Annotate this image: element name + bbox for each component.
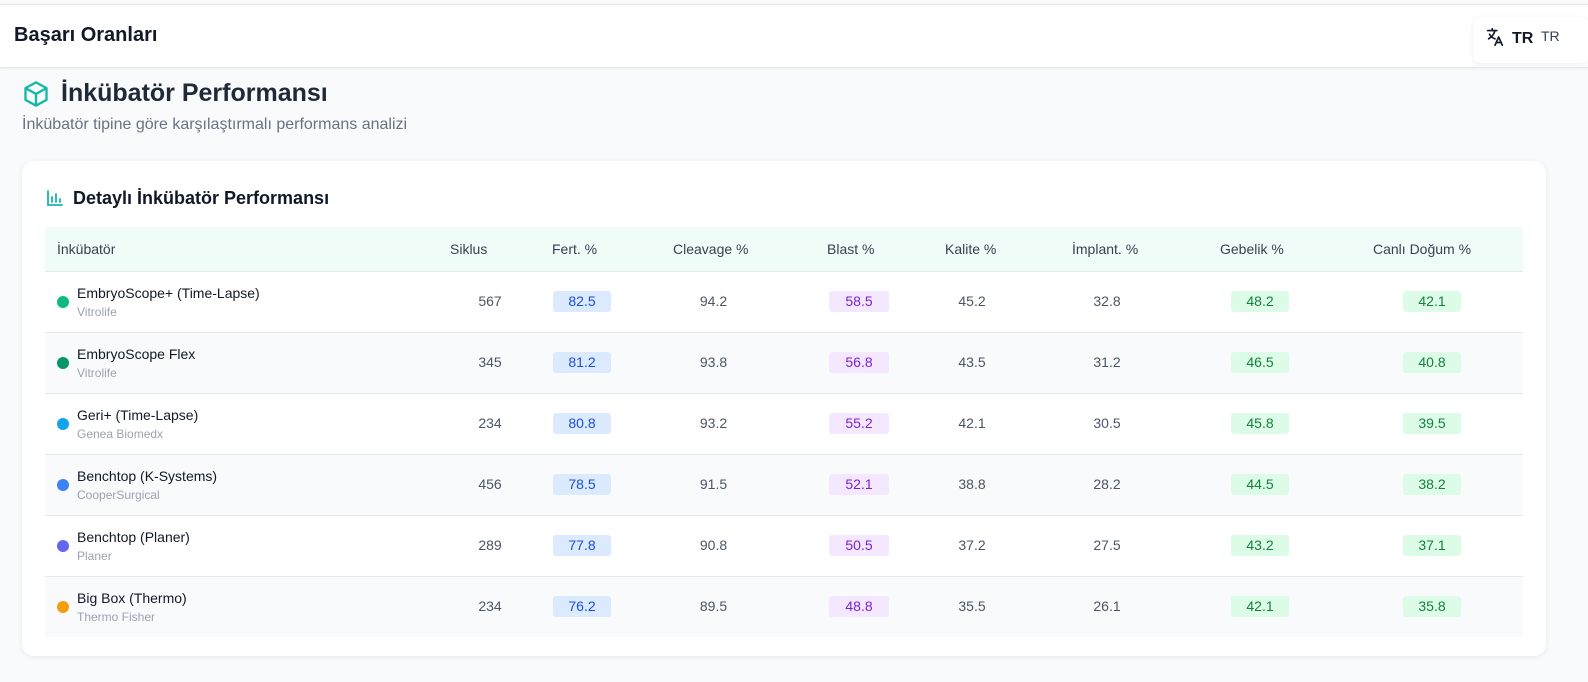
header-cleavage[interactable]: Cleavage %	[673, 241, 749, 257]
implant-value: 26.1	[1093, 598, 1121, 614]
section-title: İnkübatör Performansı	[61, 79, 328, 107]
incubator-maker: Vitrolife	[77, 305, 117, 319]
blast-badge: 55.2	[829, 413, 889, 434]
status-dot	[57, 357, 69, 369]
header-kalite[interactable]: Kalite %	[945, 241, 997, 257]
table-row[interactable]: Benchtop (Planer) Planer 289 77.8 90.8 5…	[45, 515, 1523, 576]
incubator-name: Geri+ (Time-Lapse)	[77, 407, 199, 423]
fert-badge: 81.2	[553, 352, 611, 373]
cleavage-value: 93.2	[699, 415, 728, 431]
siklus-value: 234	[478, 598, 502, 614]
table-row[interactable]: Geri+ (Time-Lapse) Genea Biomedx 234 80.…	[45, 393, 1523, 454]
incubator-name: Benchtop (K-Systems)	[77, 468, 218, 484]
top-strip	[0, 0, 1588, 4]
incubator-maker: Planer	[77, 549, 112, 563]
siklus-value: 345	[478, 354, 502, 370]
incubator-maker: CooperSurgical	[77, 488, 160, 502]
fert-badge: 77.8	[553, 535, 611, 556]
cleavage-value: 89.5	[699, 598, 728, 614]
blast-badge: 50.5	[829, 535, 889, 556]
cleavage-value: 90.8	[699, 537, 728, 553]
table-row[interactable]: Big Box (Thermo) Thermo Fisher 234 76.2 …	[45, 576, 1523, 637]
status-dot	[57, 540, 69, 552]
incubator-name: EmbryoScope Flex	[77, 346, 196, 362]
siklus-value: 234	[478, 415, 502, 431]
status-dot	[57, 296, 69, 308]
header-blast[interactable]: Blast %	[827, 241, 875, 257]
canli-dogum-badge: 42.1	[1403, 291, 1461, 312]
kalite-value: 43.5	[958, 354, 986, 370]
cleavage-value: 93.8	[699, 354, 728, 370]
cleavage-value: 94.2	[699, 293, 728, 309]
blast-badge: 56.8	[829, 352, 889, 373]
gebelik-badge: 43.2	[1231, 535, 1289, 556]
fert-badge: 82.5	[553, 291, 611, 312]
blast-badge: 52.1	[829, 474, 889, 495]
header-fert[interactable]: Fert. %	[552, 241, 598, 257]
language-code: TR	[1512, 30, 1534, 47]
header-canli-dogum[interactable]: Canlı Doğum %	[1373, 241, 1472, 257]
implant-value: 28.2	[1093, 476, 1121, 492]
kalite-value: 45.2	[958, 293, 986, 309]
incubator-table: İnkübatör Siklus Fert. % Cleavage % Blas…	[45, 227, 1523, 637]
header-gebelik[interactable]: Gebelik %	[1220, 241, 1284, 257]
kalite-value: 37.2	[958, 537, 986, 553]
gebelik-badge: 44.5	[1231, 474, 1289, 495]
header-implant[interactable]: İmplant. %	[1072, 241, 1139, 257]
table-row[interactable]: Benchtop (K-Systems) CooperSurgical 456 …	[45, 454, 1523, 515]
implant-value: 32.8	[1093, 293, 1121, 309]
siklus-value: 456	[478, 476, 502, 492]
canli-dogum-badge: 38.2	[1403, 474, 1461, 495]
implant-value: 27.5	[1093, 537, 1121, 553]
incubator-maker: Vitrolife	[77, 366, 117, 380]
implant-value: 30.5	[1093, 415, 1121, 431]
section-subtitle: İnkübatör tipine göre karşılaştırmalı pe…	[22, 116, 408, 133]
incubator-name: Benchtop (Planer)	[77, 529, 190, 545]
status-dot	[57, 479, 69, 491]
siklus-value: 567	[478, 293, 502, 309]
gebelik-badge: 45.8	[1231, 413, 1289, 434]
table-row[interactable]: EmbryoScope Flex Vitrolife 345 81.2 93.8…	[45, 332, 1523, 393]
incubator-maker: Thermo Fisher	[77, 610, 156, 624]
language-selector[interactable]: TR TR	[1473, 17, 1588, 63]
translate-icon	[1486, 27, 1504, 47]
implant-value: 31.2	[1093, 354, 1121, 370]
canli-dogum-badge: 37.1	[1403, 535, 1461, 556]
gebelik-badge: 48.2	[1231, 291, 1289, 312]
siklus-value: 289	[478, 537, 502, 553]
table-row[interactable]: EmbryoScope+ (Time-Lapse) Vitrolife 567 …	[45, 271, 1523, 332]
incubator-name: Big Box (Thermo)	[77, 590, 187, 606]
fert-badge: 76.2	[553, 596, 611, 617]
table-header: İnkübatör Siklus Fert. % Cleavage % Blas…	[45, 227, 1523, 271]
canli-dogum-badge: 40.8	[1403, 352, 1461, 373]
fert-badge: 78.5	[553, 474, 611, 495]
language-secondary-code: TR	[1541, 28, 1560, 44]
canli-dogum-badge: 39.5	[1403, 413, 1461, 434]
fert-badge: 80.8	[553, 413, 611, 434]
cleavage-value: 91.5	[699, 476, 728, 492]
blast-badge: 58.5	[829, 291, 889, 312]
cube-icon	[24, 81, 48, 107]
kalite-value: 35.5	[958, 598, 986, 614]
performance-card: Detaylı İnkübatör Performansı İnkübatör …	[22, 161, 1546, 656]
page-title: Başarı Oranları	[14, 24, 158, 46]
bar-chart-icon	[47, 190, 63, 206]
header-siklus[interactable]: Siklus	[450, 241, 488, 257]
header-incubator[interactable]: İnkübatör	[57, 241, 116, 257]
status-dot	[57, 601, 69, 613]
status-dot	[57, 418, 69, 430]
canli-dogum-badge: 35.8	[1403, 596, 1461, 617]
card-title: Detaylı İnkübatör Performansı	[73, 188, 330, 208]
kalite-value: 38.8	[958, 476, 986, 492]
gebelik-badge: 46.5	[1231, 352, 1289, 373]
gebelik-badge: 42.1	[1231, 596, 1289, 617]
header-bar: Başarı Oranları TR TR	[0, 4, 1588, 68]
incubator-name: EmbryoScope+ (Time-Lapse)	[77, 285, 260, 301]
incubator-maker: Genea Biomedx	[77, 427, 164, 441]
kalite-value: 42.1	[958, 415, 986, 431]
blast-badge: 48.8	[829, 596, 889, 617]
